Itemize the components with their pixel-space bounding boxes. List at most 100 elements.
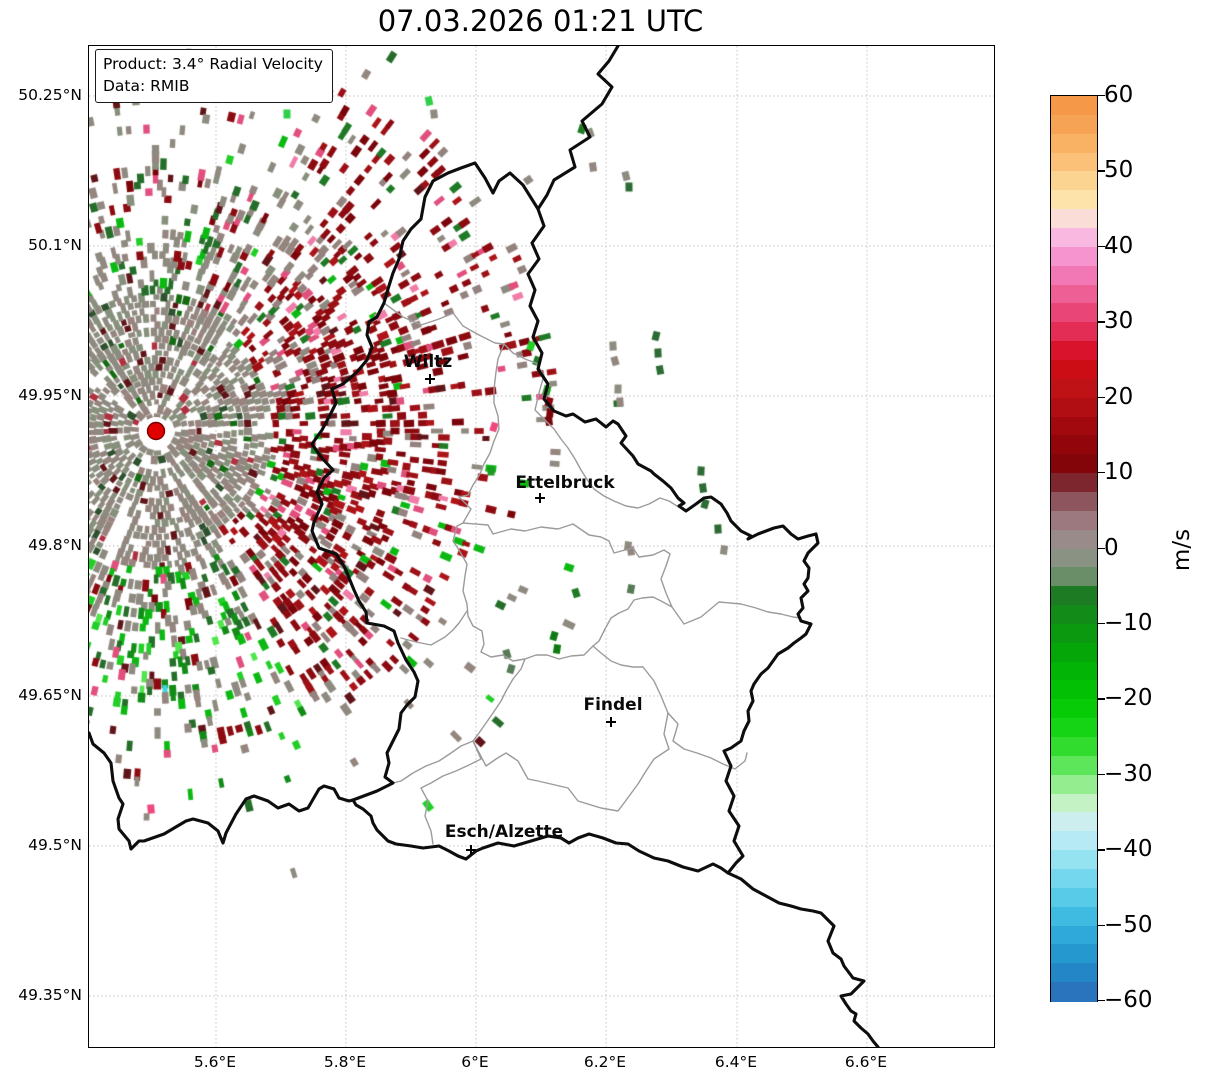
colorbar-band (1051, 473, 1097, 493)
colorbar-tick-mark (1097, 924, 1105, 926)
lat-tick-label: 49.65°N (18, 686, 82, 704)
lat-tick-label: 50.25°N (18, 86, 82, 104)
lon-tick-label: 6.4°E (714, 1053, 758, 1071)
colorbar-tick-mark (1097, 396, 1105, 399)
colorbar-band (1051, 661, 1097, 682)
city-marker (425, 374, 435, 384)
colorbar-tick-mark (1097, 622, 1105, 625)
colorbar-band (1051, 755, 1097, 776)
colorbar-tick-label: 20 (1104, 383, 1134, 410)
lat-tick-label: 49.35°N (18, 986, 82, 1004)
colorbar-band (1051, 454, 1097, 474)
colorbar-band (1051, 322, 1097, 342)
colorbar-band (1051, 284, 1097, 304)
colorbar-tick-mark (1097, 547, 1105, 549)
colorbar-band (1051, 96, 1097, 116)
colorbar-tick-label: −30 (1104, 760, 1153, 787)
colorbar-tick-mark (1097, 170, 1105, 172)
map-panel: Product: 3.4° Radial Velocity Data: RMIB… (88, 45, 995, 1048)
lat-tick-label: 49.95°N (18, 386, 82, 404)
city-marker (535, 493, 545, 503)
colorbar-tick-mark (1097, 1000, 1105, 1002)
colorbar-band (1051, 416, 1097, 436)
colorbar-tick-label: 60 (1104, 82, 1134, 108)
colorbar-band (1051, 906, 1097, 927)
data-source-line: Data: RMIB (103, 77, 190, 95)
colorbar-band (1051, 982, 1097, 1002)
colorbar-unit-label: m/s (1169, 528, 1195, 572)
colorbar-tick-label: −10 (1104, 609, 1153, 636)
lon-tick-label: 6°E (461, 1053, 489, 1071)
colorbar-band (1051, 246, 1097, 267)
lon-tick-label: 5.6°E (193, 1053, 237, 1071)
colorbar-band (1051, 567, 1097, 587)
product-line: Product: 3.4° Radial Velocity (103, 55, 323, 73)
colorbar-band (1051, 529, 1097, 550)
city-label: Findel (583, 695, 643, 715)
colorbar-tick-label: 50 (1104, 157, 1134, 184)
colorbar-band (1051, 831, 1097, 851)
colorbar-band (1051, 152, 1097, 173)
colorbar-band (1051, 133, 1097, 154)
colorbar-band (1051, 642, 1097, 663)
colorbar-band (1051, 623, 1097, 644)
colorbar-band (1051, 510, 1097, 531)
colorbar (1050, 95, 1098, 1002)
colorbar-band (1051, 397, 1097, 418)
colorbar-band (1051, 491, 1097, 512)
colorbar-band (1051, 227, 1097, 248)
colorbar-band (1051, 359, 1097, 380)
lat-tick-label: 50.1°N (28, 236, 82, 254)
colorbar-band (1051, 378, 1097, 399)
product-info-box: Product: 3.4° Radial Velocity Data: RMIB (95, 49, 333, 103)
lon-tick-label: 6.6°E (844, 1053, 888, 1071)
colorbar-tick-label: 10 (1104, 459, 1134, 486)
colorbar-band (1051, 303, 1097, 323)
colorbar-band (1051, 850, 1097, 870)
lat-tick-label: 49.5°N (28, 836, 82, 854)
colorbar-tick-mark (1097, 95, 1105, 97)
colorbar-band (1051, 718, 1097, 738)
colorbar-band (1051, 680, 1097, 700)
colorbar-band (1051, 699, 1097, 719)
colorbar-band (1051, 605, 1097, 625)
colorbar-band (1051, 887, 1097, 908)
colorbar-tick-mark (1097, 773, 1105, 776)
colorbar-tick-label: −50 (1104, 911, 1153, 938)
colorbar-tick-mark (1097, 698, 1105, 700)
city-label: Ettelbruck (515, 473, 615, 493)
city-label: Wiltz (403, 352, 453, 372)
radar-velocity-field (89, 46, 994, 1047)
lon-tick-label: 6.2°E (583, 1053, 627, 1071)
colorbar-tick-label: 40 (1104, 232, 1134, 259)
colorbar-band (1051, 963, 1097, 983)
colorbar-tick-label: 0 (1104, 534, 1119, 561)
colorbar-band (1051, 265, 1097, 286)
colorbar-band (1051, 171, 1097, 191)
colorbar-band (1051, 435, 1097, 455)
figure-title: 07.03.2026 01:21 UTC (377, 4, 704, 38)
colorbar-tick-label: −40 (1104, 836, 1153, 863)
colorbar-band (1051, 114, 1097, 135)
colorbar-band (1051, 341, 1097, 361)
colorbar-band (1051, 925, 1097, 946)
colorbar-tick-mark (1097, 245, 1105, 248)
colorbar-band (1051, 190, 1097, 210)
city-marker (466, 845, 476, 855)
colorbar-band (1051, 209, 1097, 229)
colorbar-band (1051, 793, 1097, 814)
colorbar-tick-label: 30 (1104, 308, 1134, 335)
colorbar-tick-mark (1097, 321, 1105, 323)
colorbar-band (1051, 774, 1097, 795)
lon-tick-label: 5.8°E (323, 1053, 367, 1071)
colorbar-band (1051, 944, 1097, 964)
colorbar-tick-mark (1097, 849, 1105, 851)
colorbar-band (1051, 869, 1097, 889)
colorbar-band (1051, 737, 1097, 757)
city-marker (606, 717, 616, 727)
colorbar-tick-mark (1097, 472, 1105, 474)
colorbar-band (1051, 548, 1097, 568)
colorbar-band (1051, 812, 1097, 832)
city-label: Esch/Alzette (444, 822, 564, 842)
